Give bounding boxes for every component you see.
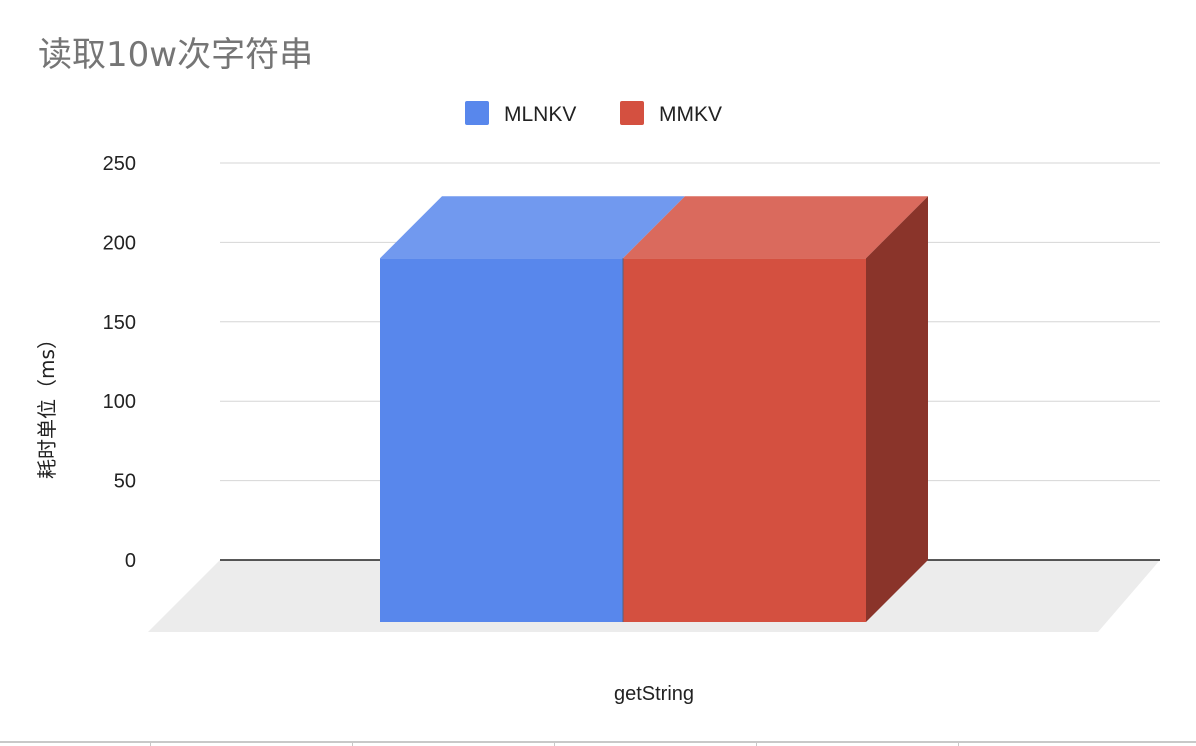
bottom-divider-tick xyxy=(756,741,757,746)
legend-swatch-mlnkv xyxy=(465,101,489,125)
legend: MLNKV MMKV xyxy=(465,101,722,126)
chart-title: 读取10w次字符串 xyxy=(38,35,313,75)
bottom-divider-tick xyxy=(554,741,555,746)
x-category-label: getString xyxy=(614,683,694,705)
bottom-divider-tick xyxy=(958,741,959,746)
bar-top-face xyxy=(380,196,685,259)
bar-top-face xyxy=(623,196,928,259)
bar-front-face xyxy=(623,258,866,622)
y-tick-label: 50 xyxy=(114,471,136,493)
bar-mmkv xyxy=(622,196,928,622)
y-axis-ticks: 250 200 150 100 50 0 xyxy=(103,153,136,572)
bar-side-face xyxy=(866,196,928,622)
y-axis-label: 耗时单位（ms） xyxy=(35,329,59,479)
bar-mlnkv xyxy=(380,196,685,622)
bar-front-face xyxy=(380,258,623,622)
y-tick-label: 200 xyxy=(103,232,136,254)
legend-swatch-mmkv xyxy=(620,101,644,125)
bars xyxy=(380,196,928,622)
bottom-divider xyxy=(0,741,1196,743)
y-tick-label: 250 xyxy=(103,153,136,175)
y-tick-label: 150 xyxy=(103,312,136,334)
bottom-divider-tick xyxy=(150,741,151,746)
y-tick-label: 0 xyxy=(125,550,136,572)
bottom-divider-tick xyxy=(352,741,353,746)
legend-label-mlnkv: MLNKV xyxy=(504,103,576,126)
legend-label-mmkv: MMKV xyxy=(659,103,722,126)
y-tick-label: 100 xyxy=(103,391,136,413)
